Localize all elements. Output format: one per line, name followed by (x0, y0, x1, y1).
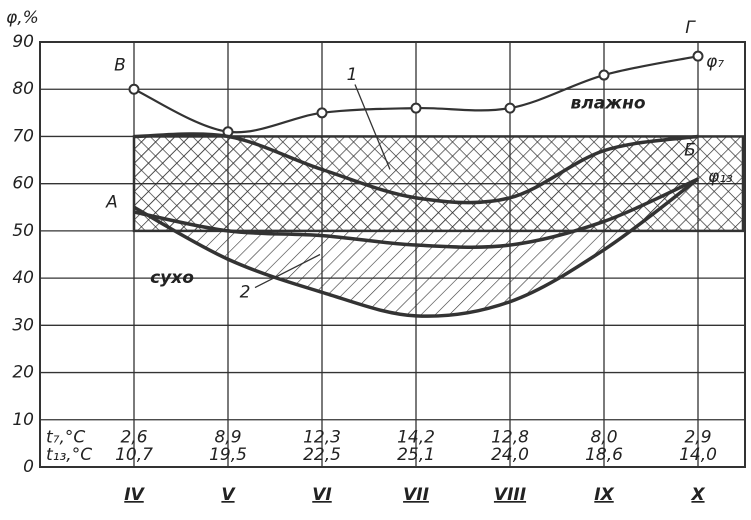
point (316, 107, 328, 119)
x-tick-label: X (690, 485, 705, 505)
point (504, 102, 516, 114)
x-tick-label: IX (594, 485, 614, 505)
series-label: 1 (347, 65, 358, 85)
table-cell: 22,5 (303, 445, 341, 465)
y-tick-label: 10 (12, 410, 34, 430)
point (410, 102, 422, 114)
annotation: Г (685, 18, 696, 38)
y-tick-label: 60 (12, 174, 34, 194)
point (598, 69, 610, 81)
y-tick-label: 90 (12, 32, 34, 52)
x-tick-label: VIII (494, 485, 526, 505)
table-row-label: t₇,°C (46, 427, 85, 447)
y-tick-label: 20 (12, 363, 34, 383)
table-cell: 18,6 (585, 445, 623, 465)
table-cell: 14,0 (679, 445, 717, 465)
table-cell: 19,5 (209, 445, 247, 465)
table-cell: 8,9 (214, 427, 241, 447)
annotation: А (105, 193, 118, 213)
annotation: Б (684, 141, 696, 161)
y-tick-label: 30 (12, 315, 34, 335)
series-label: φ₇ (706, 52, 724, 72)
annotation: сухо (150, 268, 194, 288)
curve (133, 177, 700, 318)
leader (354, 84, 391, 170)
y-tick-label: 50 (12, 221, 34, 241)
curve (133, 132, 699, 205)
x-tick-label: V (221, 485, 236, 505)
y-axis-title: φ,% (6, 8, 39, 28)
y-tick-label: 70 (12, 126, 34, 146)
x-tick-label: VI (312, 485, 331, 505)
point (692, 50, 704, 62)
annotation: В (114, 56, 126, 76)
table-cell: 8,0 (590, 427, 617, 447)
y-tick-label: 80 (12, 79, 34, 99)
y-tick-label: 40 (12, 268, 34, 288)
annotation: влажно (570, 93, 645, 113)
y-tick-label: 0 (23, 457, 34, 477)
table-cell: 12,8 (491, 427, 529, 447)
table-row-label: t₁₃,°C (46, 445, 92, 465)
table-cell: 25,1 (397, 445, 435, 465)
table-cell: 12,3 (303, 427, 341, 447)
curve (133, 177, 699, 249)
point (128, 83, 140, 95)
leader (254, 253, 321, 289)
table-cell: 2,9 (684, 427, 711, 447)
table-cell: 2,6 (120, 427, 147, 447)
x-tick-label: VII (403, 485, 429, 505)
table-cell: 24,0 (491, 445, 529, 465)
table-cell: 10,7 (115, 445, 153, 465)
table-cell: 14,2 (397, 427, 435, 447)
series-label: 2 (240, 282, 251, 302)
x-tick-label: IV (124, 485, 145, 505)
series-label: φ₁₃ (708, 167, 733, 187)
